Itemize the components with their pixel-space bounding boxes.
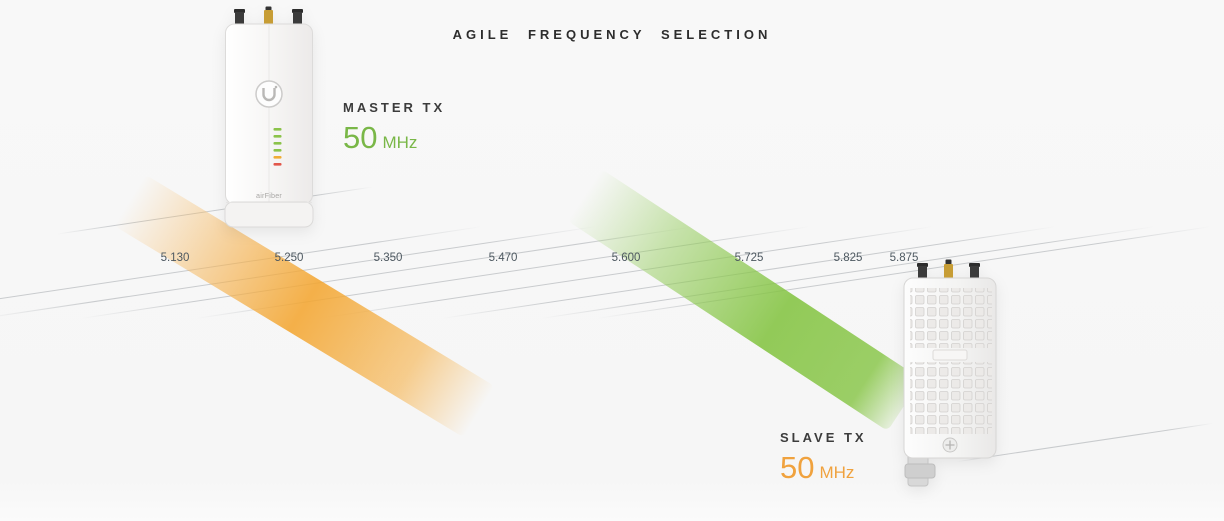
master-tx-band — [567, 168, 922, 432]
slave-tx-value: 50 MHz — [780, 452, 867, 483]
ground-screw-icon — [942, 437, 958, 453]
master-tx-label: MASTER TX — [343, 100, 446, 115]
master-tx-caption: MASTER TX 50 MHz — [343, 100, 445, 153]
slave-tx-number: 50 — [780, 450, 815, 485]
frequency-label: 5.825 — [833, 252, 863, 264]
slave-device — [903, 259, 997, 487]
slave-tx-label: SLAVE TX — [780, 430, 867, 445]
frequency-label: 5.600 — [611, 252, 641, 264]
antenna-connectors-icon — [234, 6, 303, 25]
frequency-label: 5.470 — [488, 252, 518, 264]
device-brand-text: airFiber — [256, 191, 282, 200]
bottom-boot — [224, 201, 314, 228]
antenna-connectors-icon — [917, 259, 980, 280]
frequency-label: 5.250 — [274, 252, 304, 264]
master-device: airFiber — [224, 6, 314, 228]
frequency-label: 5.725 — [734, 252, 764, 264]
master-tx-number: 50 — [343, 120, 378, 155]
heatsink-lower — [910, 362, 992, 434]
brand-logo-icon — [255, 80, 283, 108]
diagram-title: AGILE FREQUENCY SELECTION — [452, 27, 772, 42]
master-tx-unit: MHz — [382, 133, 418, 152]
slave-tx-unit: MHz — [819, 463, 855, 482]
led-indicators — [273, 128, 282, 166]
heatsink-plate — [932, 349, 968, 361]
frequency-label: 5.130 — [160, 252, 190, 264]
frequency-label: 5.350 — [373, 252, 403, 264]
frequency-label: 5.875 — [889, 252, 919, 264]
master-tx-value: 50 MHz — [343, 122, 445, 153]
heatsink-upper — [910, 288, 992, 348]
slave-tx-caption: SLAVE TX 50 MHz — [780, 430, 867, 483]
